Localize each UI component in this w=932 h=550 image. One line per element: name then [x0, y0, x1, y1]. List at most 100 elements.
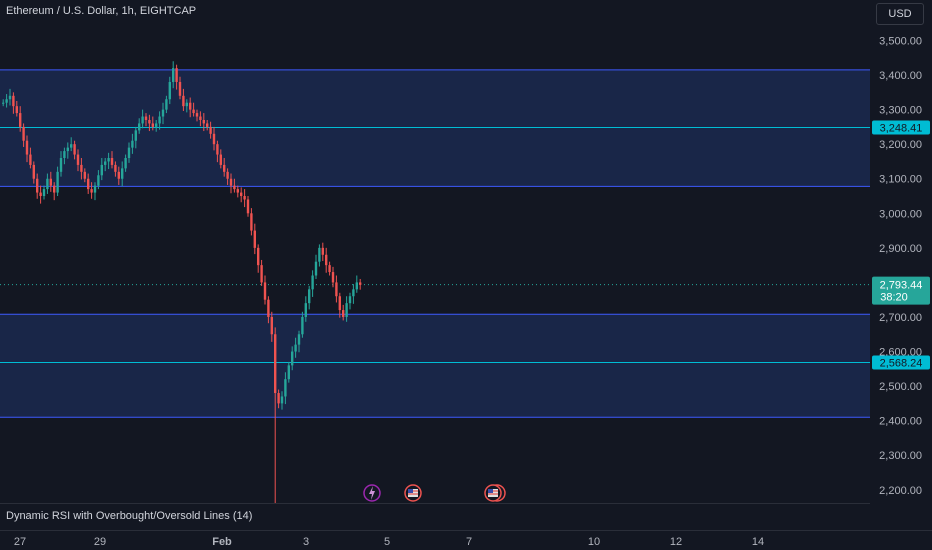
- candle-body: [257, 247, 260, 266]
- candle-body: [2, 102, 5, 104]
- candle-body: [90, 189, 93, 193]
- candle-body: [192, 109, 195, 114]
- x-axis-tick: 27: [14, 536, 26, 548]
- candle-body: [121, 168, 124, 179]
- x-axis-tick: 5: [384, 536, 390, 548]
- y-axis-tick: 2,500.00: [879, 381, 922, 393]
- us-flag-icon[interactable]: [404, 484, 422, 502]
- candle-body: [250, 213, 253, 231]
- candle-body: [202, 119, 205, 124]
- candle-body: [87, 178, 90, 190]
- candle-body: [260, 265, 263, 283]
- candle-body: [318, 247, 321, 262]
- level-price-label: 2,568.24: [880, 358, 923, 370]
- candle-body: [185, 102, 188, 107]
- candle-body: [226, 171, 229, 179]
- candle-body: [131, 140, 134, 148]
- currency-button[interactable]: USD: [876, 3, 924, 25]
- candle-body: [73, 144, 76, 155]
- candle-body: [345, 303, 348, 317]
- candle-body: [246, 199, 250, 214]
- candle-body: [291, 351, 294, 366]
- candle-body: [29, 154, 32, 165]
- last-price-label: 2,793.44: [880, 280, 923, 292]
- candle-body: [63, 151, 66, 159]
- candle-body: [178, 81, 182, 96]
- candle-body: [97, 175, 100, 186]
- candle-body: [59, 158, 63, 172]
- zone-fill: [0, 314, 870, 418]
- flag-canton: [488, 489, 493, 493]
- candle-body: [348, 296, 352, 304]
- y-axis-tick: 3,000.00: [879, 208, 922, 220]
- candle-body: [277, 393, 280, 404]
- candle-body: [175, 68, 178, 82]
- candle-body: [66, 147, 69, 152]
- x-axis-tick: 29: [94, 536, 106, 548]
- candle-body: [70, 144, 73, 148]
- candle-body: [294, 344, 297, 352]
- candle-body: [83, 171, 86, 179]
- candle-body: [209, 126, 212, 134]
- candle-body: [189, 102, 192, 110]
- candle-body: [12, 95, 15, 107]
- candle-body: [331, 272, 335, 283]
- candle-body: [308, 289, 311, 304]
- candle-body: [76, 154, 80, 165]
- x-axis-tick: 7: [466, 536, 472, 548]
- candle-body: [5, 99, 8, 103]
- us-flag-stack-icon[interactable]: [484, 484, 506, 502]
- candle-body: [53, 185, 56, 193]
- pane-divider[interactable]: [0, 503, 870, 504]
- y-axis-tick: 3,200.00: [879, 139, 922, 151]
- candle-body: [19, 113, 22, 127]
- candle-body: [223, 164, 226, 172]
- candle-body: [199, 116, 202, 120]
- candle-body: [124, 158, 127, 169]
- chart-title: Ethereum / U.S. Dollar, 1h, EIGHTCAP: [6, 5, 197, 17]
- level-price-tag: [872, 120, 930, 135]
- candle-body: [104, 161, 107, 165]
- candle-body: [15, 106, 18, 114]
- x-axis-tick: Feb: [212, 536, 232, 548]
- lightning-icon[interactable]: [363, 484, 381, 502]
- candle-body: [311, 275, 314, 290]
- candle-body: [297, 334, 301, 345]
- candle-body: [304, 303, 307, 317]
- candle-body: [138, 123, 141, 131]
- candle-body: [328, 265, 331, 273]
- y-axis-tick: 2,300.00: [879, 450, 922, 462]
- indicator-label[interactable]: Dynamic RSI with Overbought/Oversold Lin…: [6, 510, 253, 522]
- candle-body: [270, 316, 273, 335]
- candle-body: [274, 334, 277, 394]
- candle-body: [229, 178, 233, 186]
- candle-body: [42, 189, 46, 197]
- y-axis-tick: 3,400.00: [879, 70, 922, 82]
- candle-body: [32, 164, 35, 179]
- candle-body: [25, 140, 29, 155]
- candle-body: [168, 81, 171, 100]
- candle-body: [127, 147, 131, 159]
- candle-body: [114, 164, 117, 172]
- candle-body: [240, 192, 243, 197]
- y-axis-tick: 3,500.00: [879, 36, 922, 48]
- y-axis-tick: 2,900.00: [879, 243, 922, 255]
- candle-body: [338, 296, 341, 311]
- candle-body: [301, 316, 304, 335]
- bar-countdown-label: 38:20: [880, 292, 908, 304]
- candle-body: [8, 95, 12, 100]
- candle-body: [233, 185, 236, 190]
- y-axis-tick: 2,200.00: [879, 485, 922, 497]
- candle-body: [263, 282, 267, 300]
- zone-fill: [0, 69, 870, 187]
- candle-body: [267, 299, 270, 317]
- candle-body: [172, 68, 175, 82]
- candle-body: [56, 171, 59, 193]
- candle-body: [46, 178, 49, 190]
- last-price-tag: [872, 276, 930, 305]
- candle-body: [151, 123, 154, 127]
- candle-body: [321, 247, 324, 255]
- candle-body: [216, 144, 219, 155]
- candle-body: [144, 116, 148, 120]
